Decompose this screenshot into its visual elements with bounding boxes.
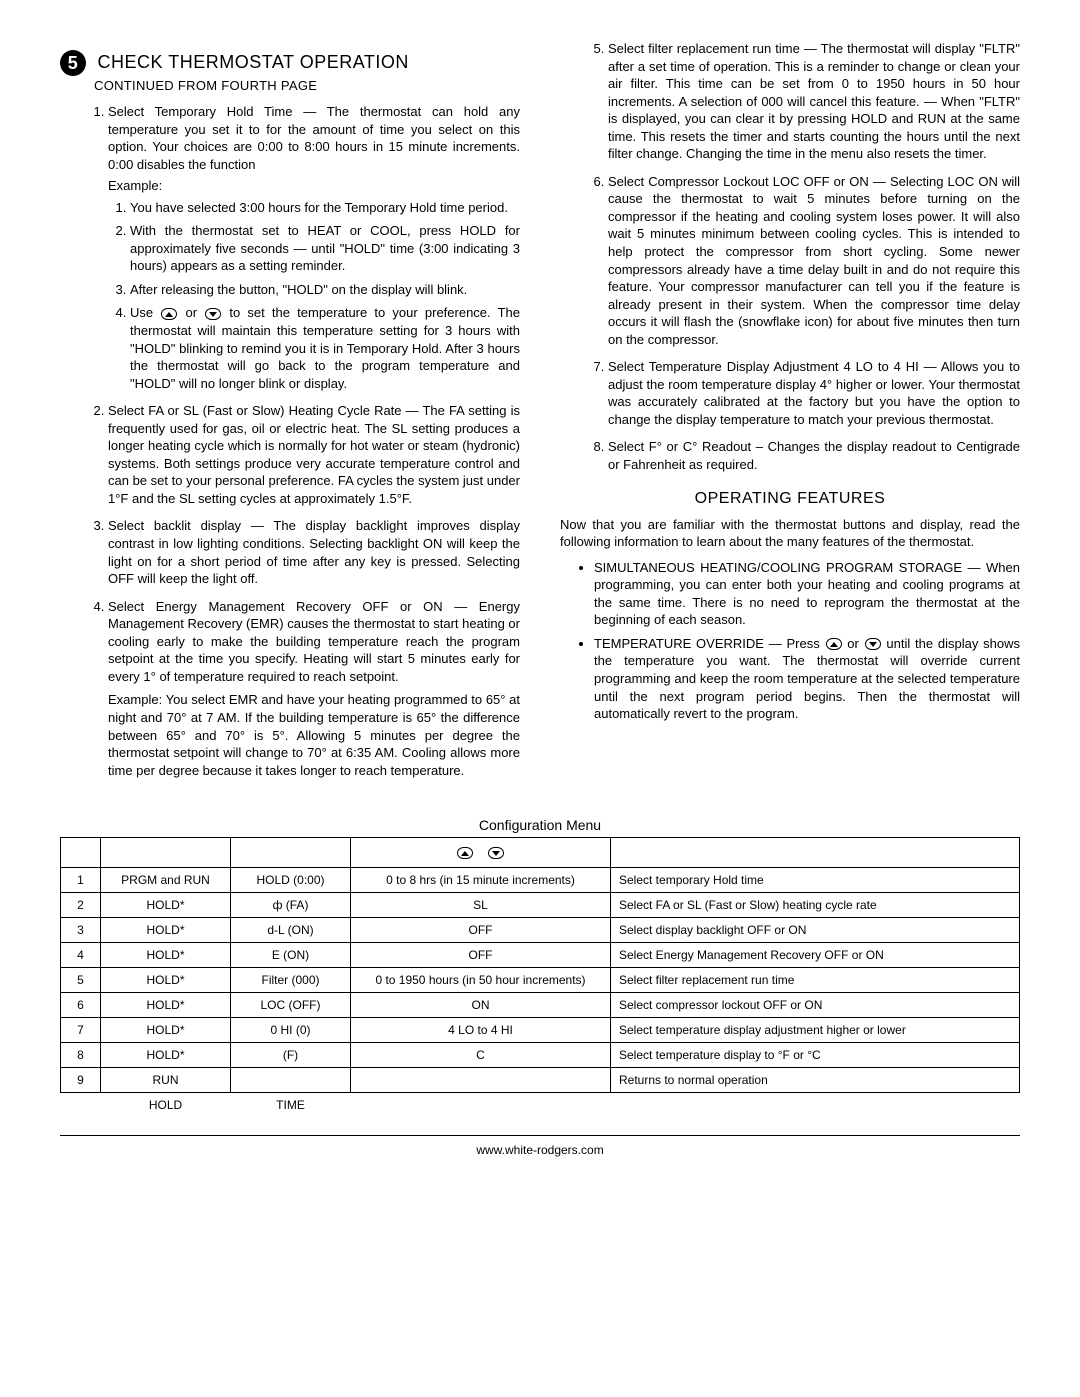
features-intro: Now that you are familiar with the therm…: [560, 516, 1020, 551]
table-footnote: HOLD TIME: [61, 1093, 1020, 1118]
example-label: Example:: [108, 177, 520, 195]
table-row: 2HOLD*ф (FA)SLSelect FA or SL (Fast or S…: [61, 893, 1020, 918]
col-step: [61, 838, 101, 868]
table-row: 7HOLD*0 HI (0)4 LO to 4 HISelect tempera…: [61, 1018, 1020, 1043]
left-column: 5 CHECK THERMOSTAT OPERATION CONTINUED F…: [60, 40, 520, 789]
item-text: Select Temporary Hold Time — The thermos…: [108, 104, 520, 172]
table-row: 3HOLD*d-L (ON)OFFSelect display backligh…: [61, 918, 1020, 943]
bullet-item: TEMPERATURE OVERRIDE — Press or until th…: [594, 635, 1020, 723]
bullet-item: SIMULTANEOUS HEATING/COOLING PROGRAM STO…: [594, 559, 1020, 629]
sub-item: You have selected 3:00 hours for the Tem…: [130, 199, 520, 217]
table-row: 4HOLD*E (ON)OFFSelect Energy Management …: [61, 943, 1020, 968]
list-item: Select Temperature Display Adjustment 4 …: [608, 358, 1020, 428]
section-heading: 5 CHECK THERMOSTAT OPERATION: [60, 50, 520, 76]
features-bullet-list: SIMULTANEOUS HEATING/COOLING PROGRAM STO…: [560, 559, 1020, 723]
up-arrow-icon: [826, 638, 842, 650]
config-menu-table: 1PRGM and RUNHOLD (0:00)0 to 8 hrs (in 1…: [60, 837, 1020, 1117]
table-row: 8HOLD*(F)CSelect temperature display to …: [61, 1043, 1020, 1068]
table-row: 1PRGM and RUNHOLD (0:00)0 to 8 hrs (in 1…: [61, 868, 1020, 893]
sub-item: After releasing the button, "HOLD" on th…: [130, 281, 520, 299]
col-display: [231, 838, 351, 868]
table-row: 5HOLD*Filter (000)0 to 1950 hours (in 50…: [61, 968, 1020, 993]
footnote-hold: HOLD: [101, 1093, 231, 1118]
table-header-row: [61, 838, 1020, 868]
list-item: Select filter replacement run time — The…: [608, 40, 1020, 163]
col-press: [101, 838, 231, 868]
list-item: Select FA or SL (Fast or Slow) Heating C…: [108, 402, 520, 507]
table-row: 9RUNReturns to normal operation: [61, 1068, 1020, 1093]
up-arrow-icon: [161, 308, 177, 320]
list-item: Select F° or C° Readout – Changes the di…: [608, 438, 1020, 473]
down-arrow-icon: [865, 638, 881, 650]
config-menu-title: Configuration Menu: [60, 817, 1020, 833]
right-numbered-list: Select filter replacement run time — The…: [560, 40, 1020, 474]
section-subtitle: CONTINUED FROM FOURTH PAGE: [94, 78, 520, 93]
section-title-text: CHECK THERMOSTAT OPERATION: [98, 52, 409, 72]
down-arrow-icon: [488, 847, 504, 859]
left-numbered-list: Select Temporary Hold Time — The thermos…: [60, 103, 520, 779]
table-row: 6HOLD*LOC (OFF)ONSelect compressor locko…: [61, 993, 1020, 1018]
config-table-body: 1PRGM and RUNHOLD (0:00)0 to 8 hrs (in 1…: [61, 868, 1020, 1093]
list-item: Select Compressor Lockout LOC OFF or ON …: [608, 173, 1020, 348]
example-text: Example: You select EMR and have your he…: [108, 691, 520, 779]
footer-divider: [60, 1135, 1020, 1136]
sub-list: You have selected 3:00 hours for the Tem…: [108, 199, 520, 392]
right-column: Select filter replacement run time — The…: [560, 40, 1020, 789]
sub-item: Use or to set the temperature to your pr…: [130, 304, 520, 392]
footer-url: www.white-rodgers.com: [60, 1143, 1020, 1157]
sub-item: With the thermostat set to HEAT or COOL,…: [130, 222, 520, 275]
list-item: Select backlit display — The display bac…: [108, 517, 520, 587]
col-adjust: [351, 838, 611, 868]
down-arrow-icon: [205, 308, 221, 320]
features-heading: OPERATING FEATURES: [560, 490, 1020, 508]
up-arrow-icon: [457, 847, 473, 859]
footnote-time: TIME: [231, 1093, 351, 1118]
list-item: Select Temporary Hold Time — The thermos…: [108, 103, 520, 392]
item-text: Select Energy Management Recovery OFF or…: [108, 599, 520, 684]
col-description: [611, 838, 1020, 868]
list-item: Select Energy Management Recovery OFF or…: [108, 598, 520, 779]
section-number-badge: 5: [60, 50, 86, 76]
flame-icon: ф: [273, 898, 283, 912]
